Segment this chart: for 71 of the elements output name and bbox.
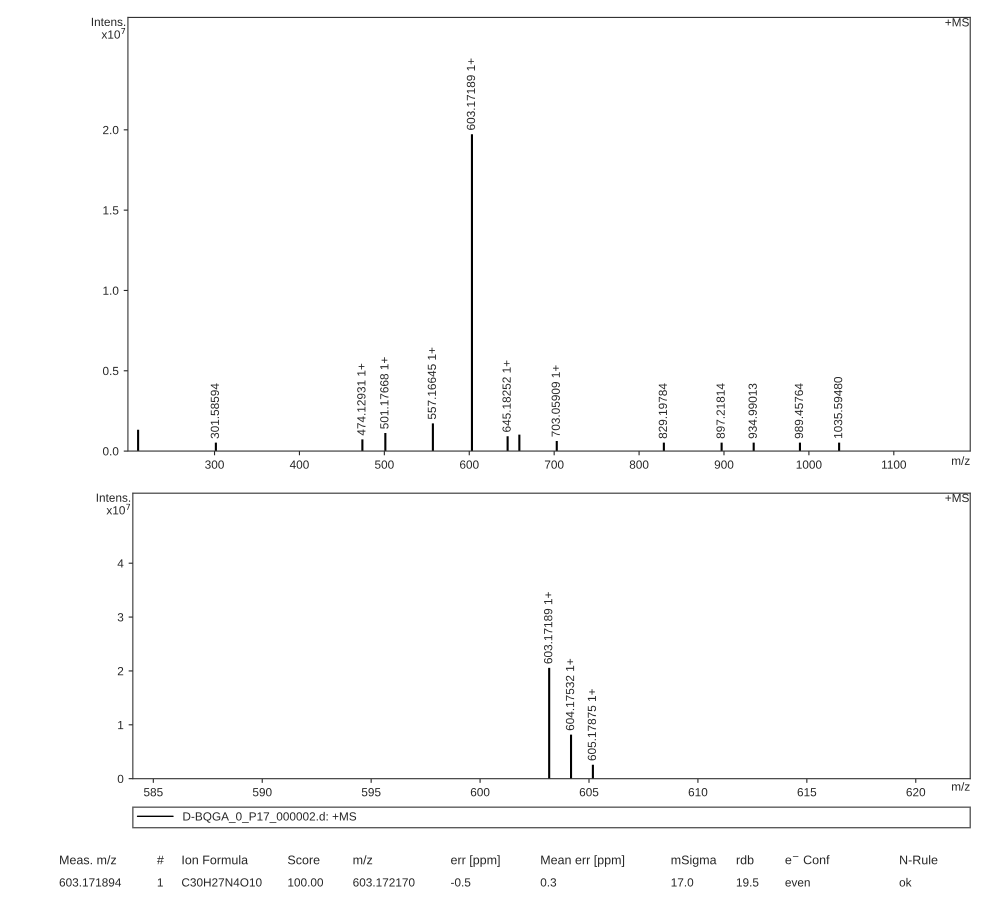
annotation: 703.05909 1+ [552, 365, 560, 437]
text: e$^{−}$ Conf [785, 855, 830, 864]
x-tick-label: 1100 [882, 460, 906, 469]
annotation: 989.45764 [794, 383, 804, 438]
annotation: 829.19784 [658, 383, 668, 438]
annotation: 474.12931 1+ [357, 364, 366, 436]
annotation: +MS [945, 18, 969, 26]
x-tick-label: 595 [362, 788, 381, 796]
x-tick-label: 900 [714, 460, 734, 469]
x-tick-label: 600 [470, 788, 490, 796]
x-tick-label: 700 [544, 460, 564, 469]
x-tick-label: 800 [630, 460, 648, 469]
text: 603.172170 [353, 878, 415, 887]
y-tick-label: 2.0 [103, 126, 118, 134]
text: ok [900, 878, 912, 887]
x-tick-label: 500 [374, 460, 394, 469]
y-axis-title: Intens. x10$^{7}$ [96, 494, 130, 514]
text: Ion Formula [182, 855, 248, 864]
x-tick-label: 605 [580, 788, 598, 796]
x-tick-label: 610 [688, 788, 708, 796]
x-tick-label: 590 [252, 788, 272, 796]
text: m/z [353, 855, 372, 864]
x-tick-label: 585 [144, 788, 163, 796]
y-tick-label: 1.0 [103, 286, 118, 295]
y-tick-label: 0 [118, 774, 124, 784]
text: -0.5 [451, 878, 470, 887]
y-tick-label: 2 [118, 666, 124, 676]
y-tick-label: 1 [118, 720, 124, 730]
x-axis-title: m/z [952, 456, 970, 465]
text: 19.5 [736, 878, 758, 887]
x-tick-label: 620 [906, 788, 926, 796]
annotation: 501.17668 1+ [380, 357, 389, 429]
annotation: +MS [945, 494, 969, 502]
annotation: 605.17875 1+ [588, 689, 596, 760]
y-tick-label: 0.5 [102, 366, 118, 376]
annotation: 603.17189 1+ [544, 592, 552, 664]
x-tick-label: 300 [205, 460, 224, 469]
text: Score [288, 856, 320, 864]
text: 17.0 [672, 878, 694, 887]
text: # [156, 856, 164, 864]
annotation: 897.21814 [716, 383, 725, 438]
text: mSigma [672, 855, 717, 867]
annotation: 604.17532 1+ [566, 658, 574, 730]
text: C30H27N4O10 [182, 878, 262, 887]
text: 0.3 [540, 878, 556, 887]
text: N-Rule [900, 855, 938, 864]
annotation: 1035.59480 [834, 376, 842, 438]
text: rdb [736, 855, 754, 864]
text: Meas. m/z [60, 855, 116, 864]
text: err [ppm] [451, 855, 500, 867]
text: even [785, 880, 810, 887]
x-tick-label: 1000 [796, 460, 822, 469]
x-axis-title: m/z [952, 782, 970, 791]
text: 1 [158, 878, 163, 886]
annotation: 301.58594 [210, 383, 220, 438]
y-tick-label: 1.5 [103, 206, 118, 215]
y-tick-label: 0.0 [102, 447, 118, 456]
x-tick-label: 615 [798, 788, 816, 796]
y-tick-label: 3 [118, 613, 124, 622]
text: Mean err [ppm] [541, 855, 624, 867]
x-tick-label: 400 [290, 460, 309, 469]
annotation: 557.16645 1+ [428, 348, 436, 420]
y-axis-title: Intens. x10$^{7}$ [92, 18, 126, 39]
text: 603.171894 [60, 878, 122, 887]
annotation: 934.99013 [748, 384, 757, 438]
x-tick-label: 600 [460, 460, 479, 469]
annotation: 603.17189 1+ [466, 58, 476, 130]
annotation: 645.18252 1+ [502, 360, 511, 432]
legend-label: D-BQGA_0_P17_000002.d: +MS [183, 812, 356, 823]
y-tick-label: 4 [118, 559, 124, 568]
text: 100.00 [288, 878, 324, 887]
